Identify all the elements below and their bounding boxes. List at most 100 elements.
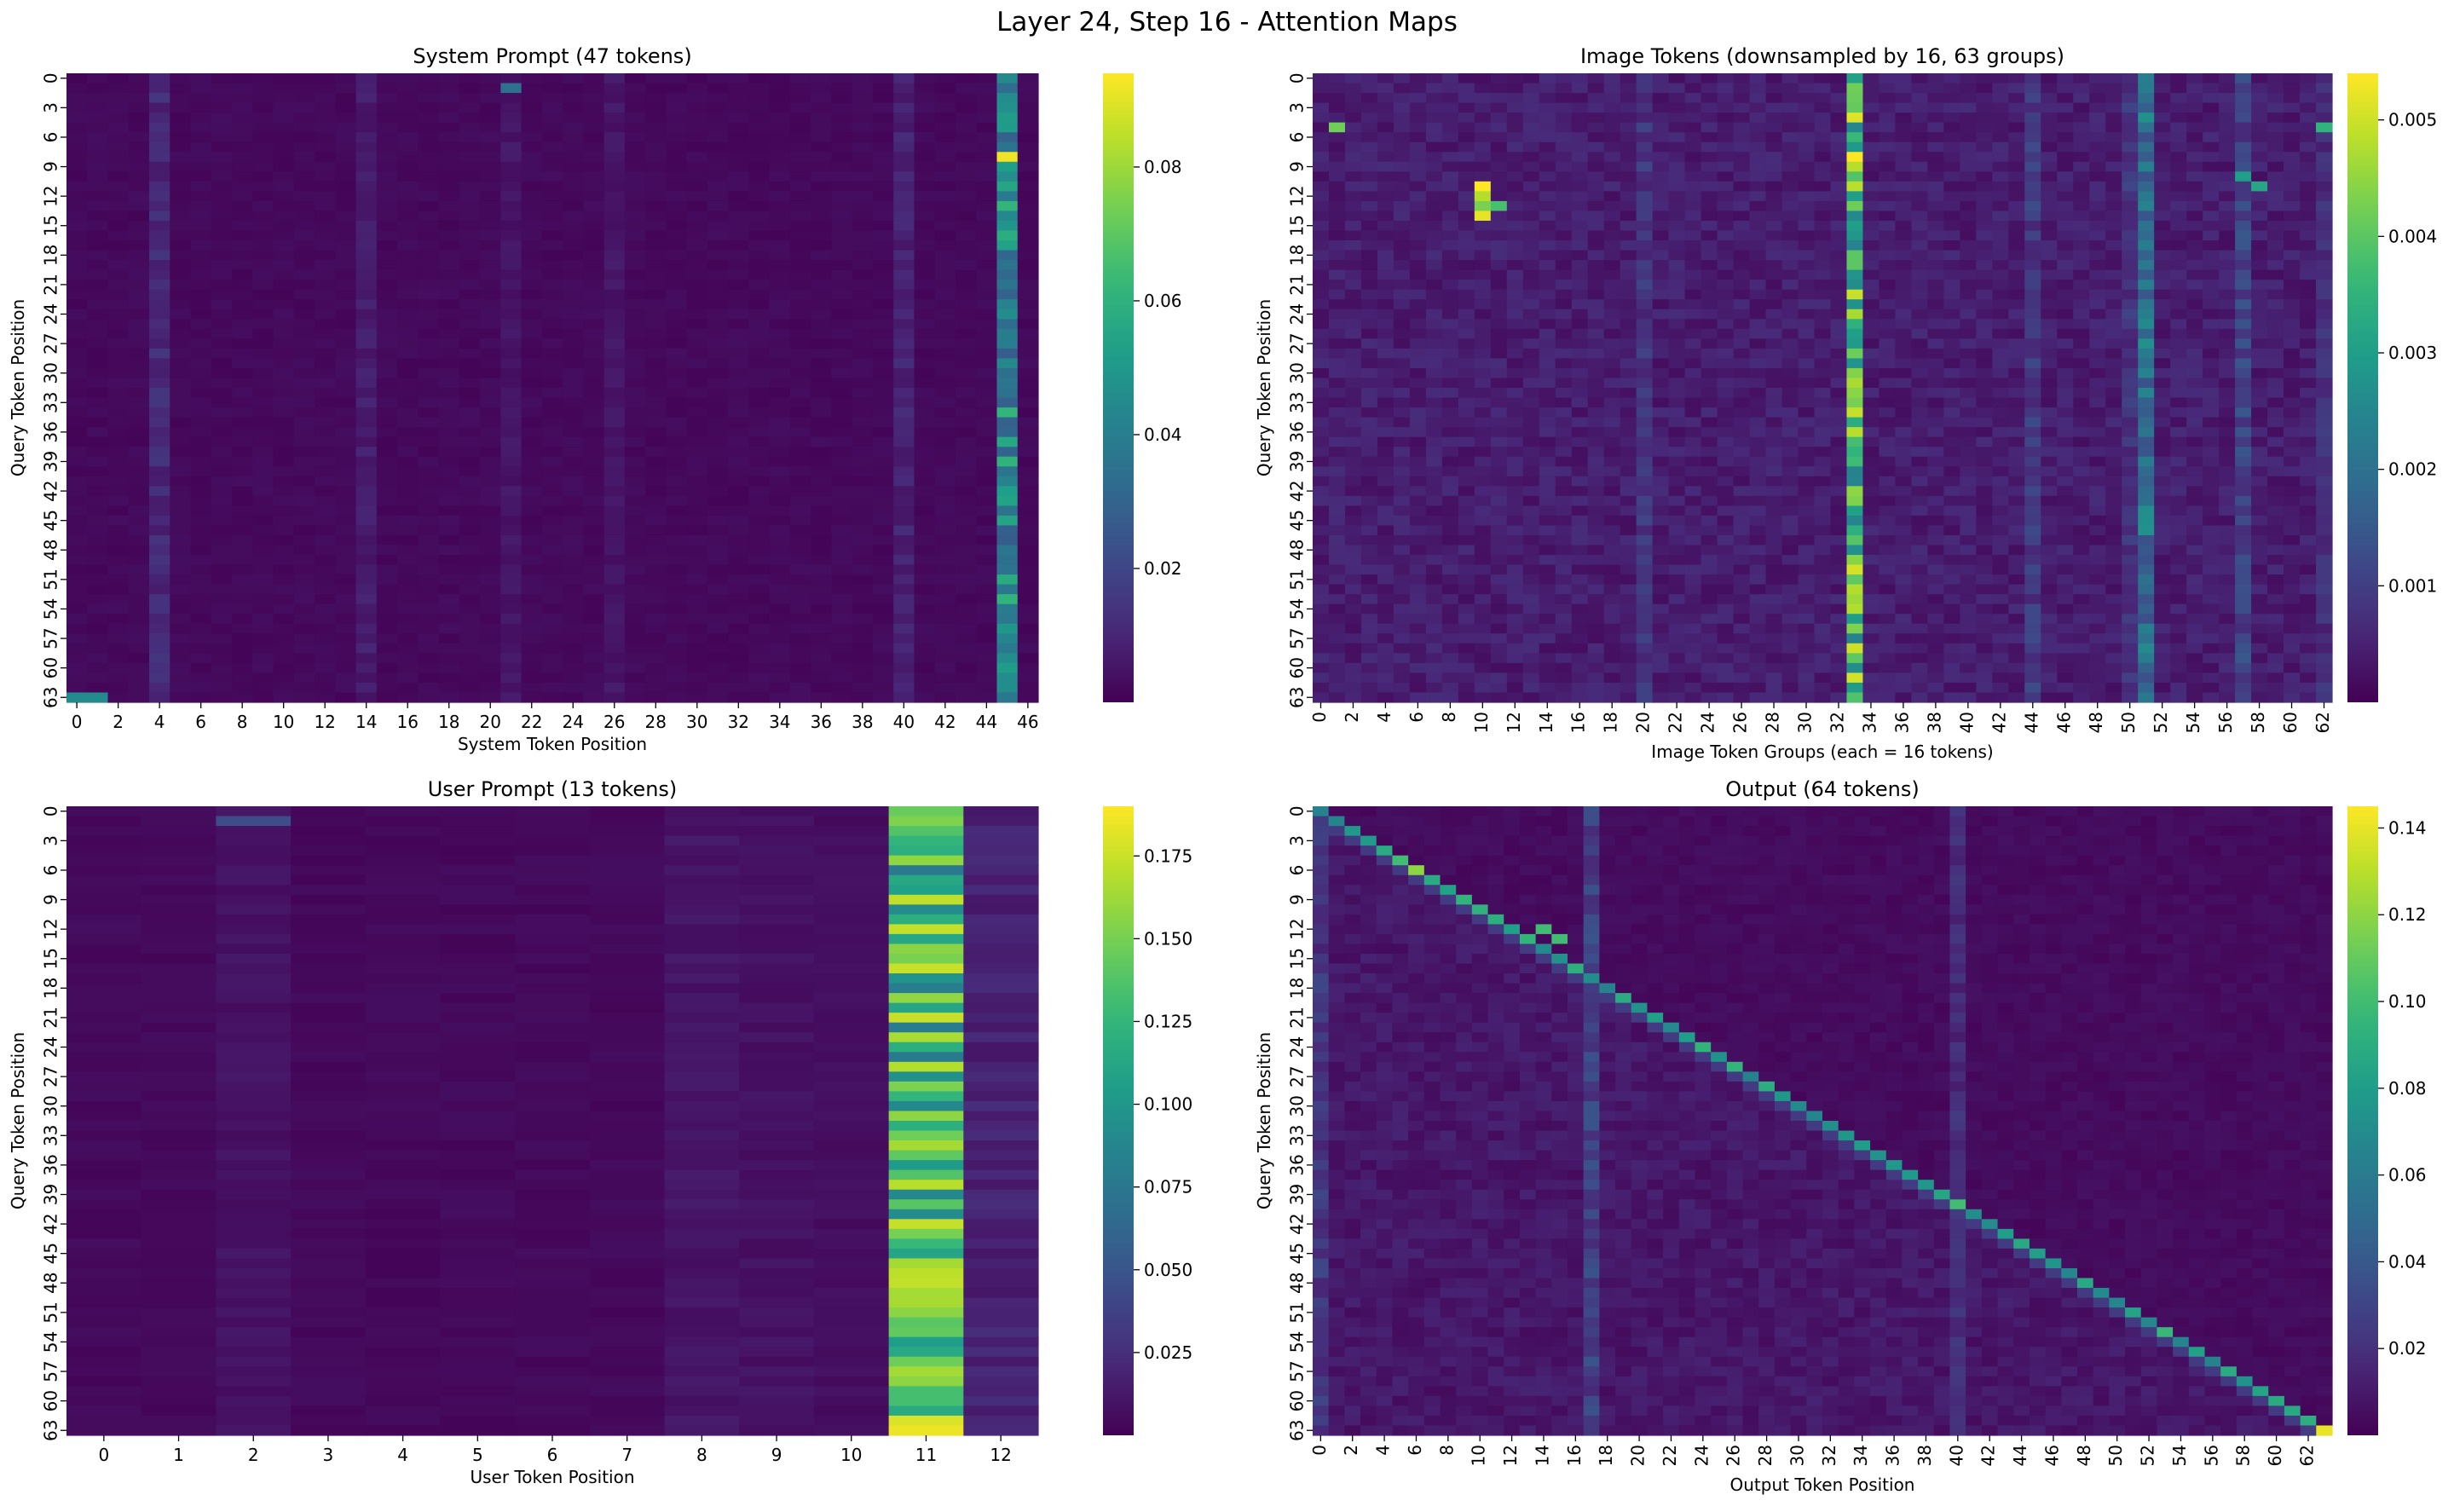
heatmap-cell xyxy=(1766,358,1783,368)
heatmap-cell xyxy=(2154,201,2171,211)
heatmap-cell xyxy=(914,251,935,261)
heatmap-cell xyxy=(418,270,439,280)
heatmap-cell xyxy=(335,643,356,654)
heatmap-cell xyxy=(2203,132,2220,142)
heatmap-cell xyxy=(1815,113,1832,123)
heatmap-cell xyxy=(2235,349,2252,359)
heatmap-cell xyxy=(645,270,667,280)
heatmap-cell xyxy=(335,378,356,388)
heatmap-cell xyxy=(1018,182,1039,192)
heatmap-cell xyxy=(2105,299,2122,309)
heatmap-cell xyxy=(377,565,398,575)
heatmap-cell xyxy=(377,152,398,162)
heatmap-cell xyxy=(2024,280,2041,290)
heatmap-cell xyxy=(129,201,150,211)
heatmap-cell xyxy=(1799,93,1816,103)
heatmap-cell xyxy=(274,329,295,339)
heatmap-cell xyxy=(1830,123,1847,133)
heatmap-cell xyxy=(2203,171,2220,182)
heatmap-cell xyxy=(831,103,852,113)
heatmap-cell xyxy=(666,427,687,437)
heatmap-cell xyxy=(666,103,687,113)
heatmap-cell xyxy=(542,643,563,654)
heatmap-cell xyxy=(480,152,501,162)
heatmap-cell xyxy=(1394,191,1411,201)
heatmap-cell xyxy=(728,683,749,693)
heatmap-cell xyxy=(274,516,295,526)
heatmap-cell xyxy=(1685,142,1702,153)
heatmap-cell xyxy=(129,418,150,428)
heatmap-cell xyxy=(666,201,687,211)
heatmap-cell xyxy=(976,113,997,123)
heatmap-cell xyxy=(252,270,274,280)
heatmap-cell xyxy=(2267,290,2284,300)
heatmap-cell xyxy=(2105,280,2122,290)
heatmap-cell xyxy=(2251,162,2268,172)
heatmap-cell xyxy=(996,338,1018,349)
heatmap-cell xyxy=(542,309,563,320)
heatmap-cell xyxy=(1458,251,1475,261)
heatmap-cell xyxy=(873,398,894,408)
heatmap-cell xyxy=(1976,191,1993,201)
heatmap-cell xyxy=(1895,309,1912,320)
heatmap-cell xyxy=(315,614,336,624)
heatmap-cell xyxy=(2186,182,2203,192)
heatmap-cell xyxy=(1361,309,1378,320)
heatmap-cell xyxy=(252,171,274,182)
heatmap-cell xyxy=(996,585,1018,595)
heatmap-cell xyxy=(480,299,501,309)
heatmap-cell xyxy=(893,407,915,418)
heatmap-cell xyxy=(2203,142,2220,153)
heatmap-cell xyxy=(66,240,88,251)
heatmap-cell xyxy=(459,555,481,565)
heatmap-cell xyxy=(563,692,584,702)
heatmap-cell xyxy=(831,505,852,516)
heatmap-cell xyxy=(356,221,378,231)
heatmap-cell xyxy=(2219,270,2236,280)
heatmap-cell xyxy=(252,349,274,359)
heatmap-cell xyxy=(1895,299,1912,309)
heatmap-cell xyxy=(831,260,852,270)
heatmap-cell xyxy=(914,123,935,133)
heatmap-cell xyxy=(728,398,749,408)
heatmap-cell xyxy=(2203,73,2220,84)
heatmap-cell xyxy=(108,103,130,113)
heatmap-cell xyxy=(459,535,481,545)
heatmap-cell xyxy=(2122,113,2139,123)
heatmap-cell xyxy=(1701,270,1718,280)
heatmap-cell xyxy=(2251,349,2268,359)
heatmap-cell xyxy=(1976,162,1993,172)
heatmap-cell xyxy=(500,231,522,241)
heatmap-cell xyxy=(1992,142,2009,153)
heatmap-cell xyxy=(852,142,874,153)
heatmap-cell xyxy=(563,555,584,565)
heatmap-cell xyxy=(1976,338,1993,349)
heatmap-cell xyxy=(149,182,170,192)
heatmap-cell xyxy=(935,653,956,663)
heatmap-cell xyxy=(149,309,170,320)
heatmap-cell xyxy=(563,162,584,172)
heatmap-cell xyxy=(563,457,584,467)
heatmap-cell xyxy=(232,329,253,339)
heatmap-cell xyxy=(1895,93,1912,103)
heatmap-cell xyxy=(1313,171,1330,182)
heatmap-cell xyxy=(914,516,935,526)
heatmap-cell xyxy=(418,113,439,123)
heatmap-cell xyxy=(2008,142,2025,153)
heatmap-cell xyxy=(315,594,336,604)
heatmap-cell xyxy=(232,535,253,545)
heatmap-cell xyxy=(996,505,1018,516)
heatmap-cell xyxy=(108,142,130,153)
heatmap-cell xyxy=(666,152,687,162)
heatmap-cell xyxy=(315,486,336,496)
heatmap-cell xyxy=(707,251,729,261)
heatmap-cell xyxy=(1815,84,1832,94)
heatmap-cell xyxy=(2024,113,2041,123)
heatmap-cell xyxy=(831,624,852,634)
heatmap-cell xyxy=(583,240,604,251)
heatmap-cell xyxy=(604,152,626,162)
heatmap-cell xyxy=(1862,338,1879,349)
heatmap-cell xyxy=(459,643,481,654)
heatmap-cell xyxy=(1766,319,1783,329)
heatmap-cell xyxy=(2073,182,2090,192)
